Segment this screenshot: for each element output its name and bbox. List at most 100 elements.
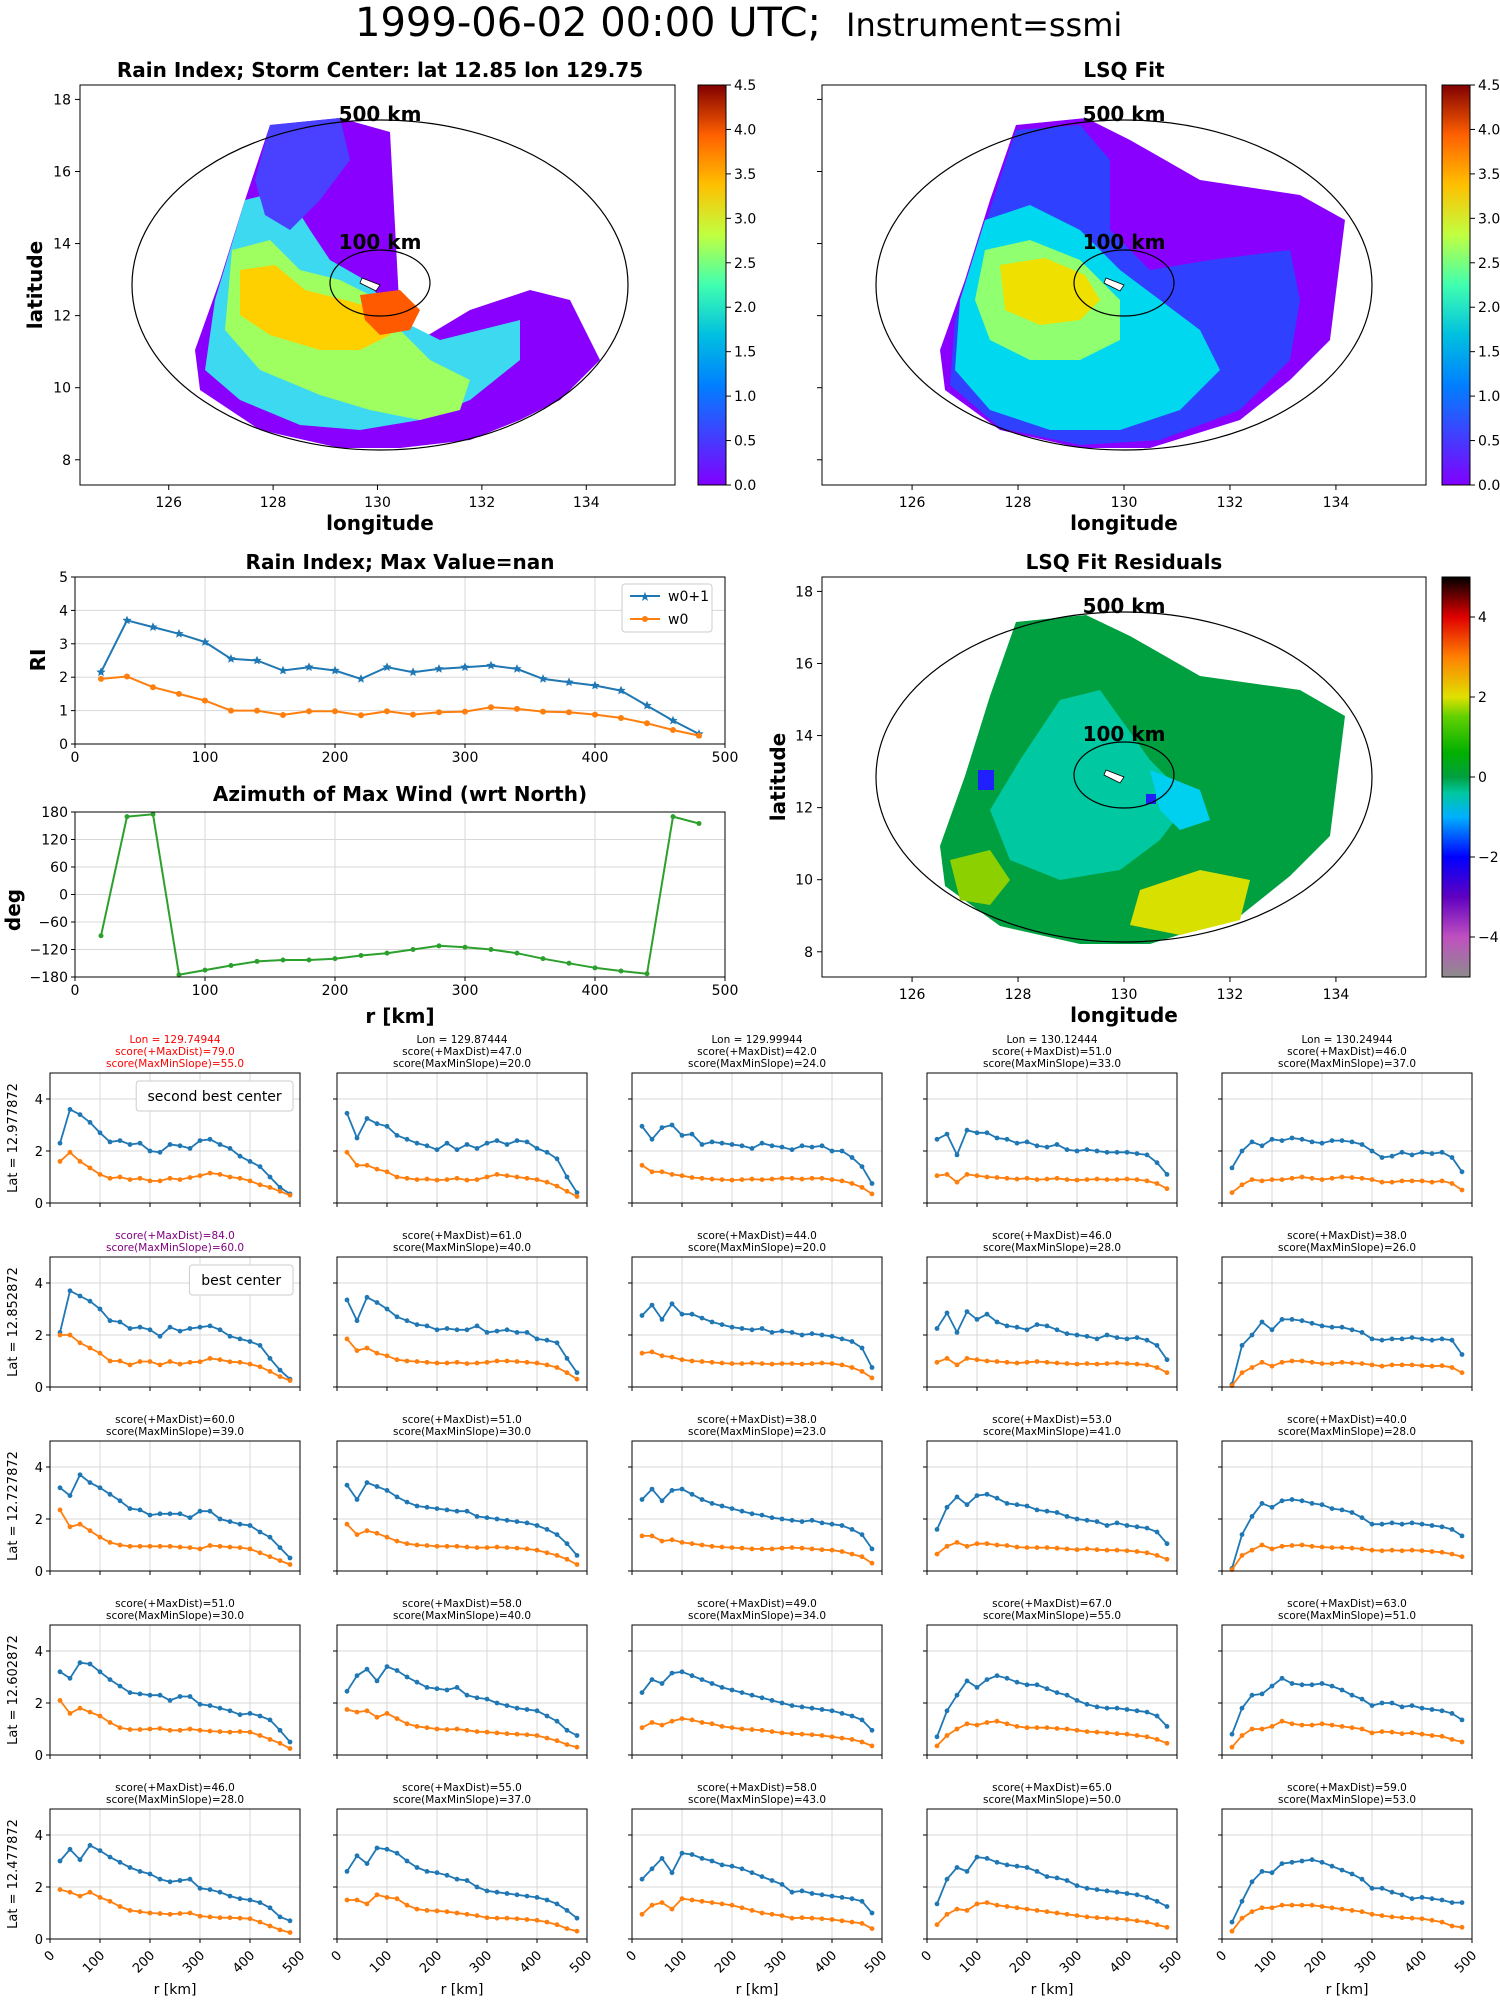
data-point bbox=[1044, 1725, 1050, 1731]
data-point bbox=[1229, 1928, 1235, 1934]
data-point bbox=[257, 1919, 263, 1925]
data-point bbox=[699, 1315, 705, 1321]
panel-score-label: score(MaxMinSlope)=28.0 bbox=[1278, 1426, 1416, 1438]
data-point bbox=[749, 1176, 755, 1182]
plot-area bbox=[1222, 1257, 1472, 1387]
residual-blue-patch-2 bbox=[1146, 794, 1156, 804]
data-point bbox=[237, 1729, 243, 1734]
data-point bbox=[287, 1192, 293, 1198]
data-point bbox=[1369, 1362, 1375, 1368]
data-point bbox=[669, 1488, 675, 1493]
data-point bbox=[789, 1175, 795, 1181]
panel-score-label: score(MaxMinSlope)=20.0 bbox=[393, 1058, 531, 1070]
data-point bbox=[217, 1172, 223, 1177]
colorbar-tick-label: 1.0 bbox=[1478, 389, 1500, 405]
data-point bbox=[332, 708, 338, 715]
data-point bbox=[1104, 1888, 1110, 1894]
data-point bbox=[394, 1314, 400, 1320]
data-point bbox=[1309, 1722, 1315, 1728]
x-tick-label: 500 bbox=[567, 1948, 595, 1976]
data-point bbox=[167, 1142, 173, 1147]
data-point bbox=[444, 1872, 450, 1878]
grid-panel-r5-c4: score(+MaxDist)=65.0score(MaxMinSlope)=5… bbox=[919, 1782, 1185, 1998]
data-point bbox=[484, 1330, 490, 1335]
rain-index-colorbar bbox=[697, 84, 727, 486]
data-point bbox=[1399, 1731, 1405, 1737]
data-point bbox=[247, 1711, 253, 1716]
data-point bbox=[167, 1511, 173, 1517]
data-point bbox=[394, 1850, 400, 1856]
data-point bbox=[1319, 1681, 1325, 1686]
data-point bbox=[434, 1327, 440, 1333]
data-point bbox=[1409, 1152, 1415, 1158]
data-point bbox=[1389, 1547, 1395, 1553]
data-point bbox=[267, 1356, 273, 1361]
y-tick-label: 16 bbox=[53, 164, 71, 180]
data-point bbox=[494, 1544, 500, 1550]
data-point bbox=[799, 1332, 805, 1338]
data-point bbox=[592, 711, 598, 718]
data-point bbox=[1389, 1153, 1395, 1159]
x-tick-label: 300 bbox=[452, 983, 479, 999]
data-point bbox=[789, 1889, 795, 1895]
data-point bbox=[1419, 1178, 1425, 1184]
x-tick-label: 0 bbox=[329, 1948, 345, 1964]
data-point bbox=[994, 1542, 1000, 1548]
data-point bbox=[618, 714, 624, 721]
data-point bbox=[1449, 1711, 1455, 1716]
plot-frame bbox=[631, 1808, 883, 1940]
data-point bbox=[1329, 1905, 1335, 1911]
data-point bbox=[454, 1508, 460, 1514]
data-point bbox=[1054, 1690, 1060, 1695]
data-point bbox=[424, 1908, 430, 1913]
data-point bbox=[410, 711, 416, 718]
data-point bbox=[127, 1177, 133, 1182]
data-point bbox=[207, 1356, 213, 1361]
data-point bbox=[87, 1120, 93, 1125]
panel-score-label: score(MaxMinSlope)=28.0 bbox=[106, 1794, 244, 1806]
plot-area bbox=[927, 1809, 1177, 1939]
data-point bbox=[257, 1733, 263, 1738]
data-point bbox=[187, 1910, 193, 1916]
data-point bbox=[849, 1527, 855, 1532]
panel-score-label: score(+MaxDist)=55.0 bbox=[402, 1782, 522, 1794]
data-point bbox=[809, 1144, 815, 1150]
data-point bbox=[524, 1359, 530, 1365]
data-point bbox=[1269, 1870, 1275, 1876]
data-point bbox=[177, 1544, 183, 1550]
data-point bbox=[67, 1524, 73, 1530]
data-point bbox=[1144, 1550, 1150, 1556]
x-tick-label: 0 bbox=[42, 1948, 58, 1964]
data-point bbox=[789, 1330, 795, 1335]
data-point-star bbox=[642, 700, 652, 710]
data-point bbox=[1269, 1363, 1275, 1369]
data-point bbox=[1379, 1155, 1385, 1160]
data-point bbox=[127, 1543, 133, 1549]
data-point bbox=[679, 1850, 685, 1856]
data-point bbox=[474, 1323, 480, 1329]
data-point bbox=[554, 1553, 560, 1558]
data-point bbox=[554, 1156, 560, 1162]
data-point bbox=[1014, 1863, 1020, 1869]
x-tick-label: 100 bbox=[367, 1948, 395, 1976]
data-point bbox=[809, 1331, 815, 1337]
data-point bbox=[87, 1528, 93, 1534]
data-point bbox=[1004, 1721, 1010, 1727]
data-point bbox=[729, 1545, 735, 1550]
data-point bbox=[97, 1848, 103, 1853]
data-point bbox=[669, 1870, 675, 1876]
data-point bbox=[257, 1182, 263, 1188]
data-point bbox=[217, 1915, 223, 1921]
data-point bbox=[1399, 1178, 1405, 1184]
data-point bbox=[1064, 1911, 1070, 1917]
data-point bbox=[659, 1125, 665, 1130]
data-point bbox=[207, 1728, 213, 1734]
y-tick-label: 60 bbox=[50, 860, 68, 876]
data-point bbox=[117, 1904, 123, 1909]
data-point bbox=[749, 1511, 755, 1517]
data-point bbox=[639, 1313, 645, 1318]
data-point bbox=[97, 1172, 103, 1177]
y-tick-label: 10 bbox=[53, 381, 71, 397]
colorbar-tick-label: −2 bbox=[1478, 850, 1499, 866]
